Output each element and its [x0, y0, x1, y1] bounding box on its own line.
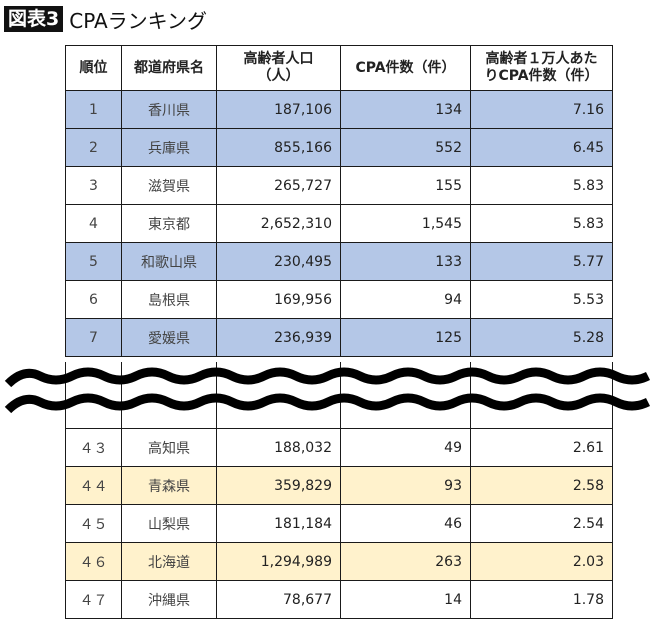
rank-cell: ４５ — [65, 504, 122, 543]
cpa-per-10k-cell: 2.03 — [470, 542, 613, 581]
column-divider — [121, 362, 122, 428]
population-cell: 187,106 — [216, 90, 341, 129]
prefecture-cell: 島根県 — [121, 280, 217, 319]
population-cell: 2,652,310 — [216, 204, 341, 243]
cpa-count-cell: 14 — [340, 580, 471, 619]
figure-number-tag: 図表3 — [4, 6, 64, 32]
table-row: ４５ 山梨県 181,184 46 2.54 — [65, 504, 613, 543]
figure-title-text: CPAランキング — [69, 8, 208, 33]
table-row: 7 愛媛県 236,939 125 5.28 — [65, 318, 613, 357]
rank-cell: ４６ — [65, 542, 122, 581]
prefecture-cell: 和歌山県 — [121, 242, 217, 281]
rank-cell: 4 — [65, 204, 122, 243]
table-row: ４４ 青森県 359,829 93 2.58 — [65, 466, 613, 505]
prefecture-cell: 香川県 — [121, 90, 217, 129]
prefecture-cell: 沖縄県 — [121, 580, 217, 619]
rank-cell: 5 — [65, 242, 122, 281]
cpa-per-10k-cell: 5.53 — [470, 280, 613, 319]
prefecture-cell: 北海道 — [121, 542, 217, 581]
prefecture-cell: 高知県 — [121, 428, 217, 467]
header-line: （人） — [257, 68, 300, 84]
prefecture-cell: 滋賀県 — [121, 166, 217, 205]
rank-cell: 7 — [65, 318, 122, 357]
header-rank: 順位 — [65, 45, 122, 91]
prefecture-cell: 東京都 — [121, 204, 217, 243]
cpa-count-cell: 93 — [340, 466, 471, 505]
rank-cell: 3 — [65, 166, 122, 205]
cpa-per-10k-cell: 5.83 — [470, 204, 613, 243]
cpa-count-cell: 1,545 — [340, 204, 471, 243]
prefecture-cell: 山梨県 — [121, 504, 217, 543]
table-row: 1 香川県 187,106 134 7.16 — [65, 90, 613, 129]
rank-cell: 2 — [65, 128, 122, 167]
break-wave-bottom — [4, 393, 651, 414]
ranking-table-bottom: ４３ 高知県 188,032 49 2.61 ４４ 青森県 359,829 93 2.58 ４５ 山梨… — [65, 428, 613, 619]
population-cell: 78,677 — [216, 580, 341, 619]
population-cell: 855,166 — [216, 128, 341, 167]
header-prefecture: 都道府県名 — [121, 45, 217, 91]
cpa-count-cell: 49 — [340, 428, 471, 467]
cpa-count-cell: 94 — [340, 280, 471, 319]
cpa-per-10k-cell: 5.83 — [470, 166, 613, 205]
table-row: 5 和歌山県 230,495 133 5.77 — [65, 242, 613, 281]
rank-cell: ４３ — [65, 428, 122, 467]
population-cell: 188,032 — [216, 428, 341, 467]
population-cell: 1,294,989 — [216, 542, 341, 581]
population-cell: 359,829 — [216, 466, 341, 505]
cpa-count-cell: 134 — [340, 90, 471, 129]
table-row: ４６ 北海道 1,294,989 263 2.03 — [65, 542, 613, 581]
table-row: 6 島根県 169,956 94 5.53 — [65, 280, 613, 319]
population-cell: 230,495 — [216, 242, 341, 281]
cpa-per-10k-cell: 5.77 — [470, 242, 613, 281]
cpa-per-10k-cell: 5.28 — [470, 318, 613, 357]
cpa-count-cell: 155 — [340, 166, 471, 205]
cpa-per-10k-cell: 2.54 — [470, 504, 613, 543]
rank-cell: ４７ — [65, 580, 122, 619]
population-cell: 181,184 — [216, 504, 341, 543]
cpa-per-10k-cell: 2.58 — [470, 466, 613, 505]
table-row: ４７ 沖縄県 78,677 14 1.78 — [65, 580, 613, 619]
break-wave-top — [4, 367, 651, 388]
ranking-table-top: 順位 都道府県名 高齢者人口 （人） CPA件数（件） 高齢者１万人あた りCPA件… — [65, 45, 613, 357]
table-row: 3 滋賀県 265,727 155 5.83 — [65, 166, 613, 205]
header-line: 高齢者人口 — [243, 51, 314, 67]
prefecture-cell: 愛媛県 — [121, 318, 217, 357]
prefecture-cell: 青森県 — [121, 466, 217, 505]
header-elderly-population: 高齢者人口 （人） — [216, 45, 341, 91]
header-cpa-per-10k: 高齢者１万人あた りCPA件数（件） — [470, 45, 613, 91]
rank-cell: ４４ — [65, 466, 122, 505]
rank-cell: 1 — [65, 90, 122, 129]
population-cell: 169,956 — [216, 280, 341, 319]
prefecture-cell: 兵庫県 — [121, 128, 217, 167]
figure-title: 図表3 CPAランキング — [4, 6, 208, 33]
population-cell: 236,939 — [216, 318, 341, 357]
cpa-count-cell: 46 — [340, 504, 471, 543]
cpa-per-10k-cell: 1.78 — [470, 580, 613, 619]
table-row: 2 兵庫県 855,166 552 6.45 — [65, 128, 613, 167]
column-divider — [65, 362, 66, 428]
rank-cell: 6 — [65, 280, 122, 319]
column-divider — [612, 362, 613, 428]
header-cpa-count: CPA件数（件） — [340, 45, 471, 91]
cpa-count-cell: 125 — [340, 318, 471, 357]
cpa-count-cell: 552 — [340, 128, 471, 167]
cpa-count-cell: 263 — [340, 542, 471, 581]
cpa-per-10k-cell: 6.45 — [470, 128, 613, 167]
header-row: 順位 都道府県名 高齢者人口 （人） CPA件数（件） 高齢者１万人あた りCPA件… — [65, 45, 613, 91]
population-cell: 265,727 — [216, 166, 341, 205]
header-line: 高齢者１万人あた — [485, 51, 598, 67]
header-line: りCPA件数（件） — [484, 68, 599, 84]
table-row: 4 東京都 2,652,310 1,545 5.83 — [65, 204, 613, 243]
cpa-per-10k-cell: 7.16 — [470, 90, 613, 129]
cpa-per-10k-cell: 2.61 — [470, 428, 613, 467]
table-row: ４３ 高知県 188,032 49 2.61 — [65, 428, 613, 467]
cpa-count-cell: 133 — [340, 242, 471, 281]
